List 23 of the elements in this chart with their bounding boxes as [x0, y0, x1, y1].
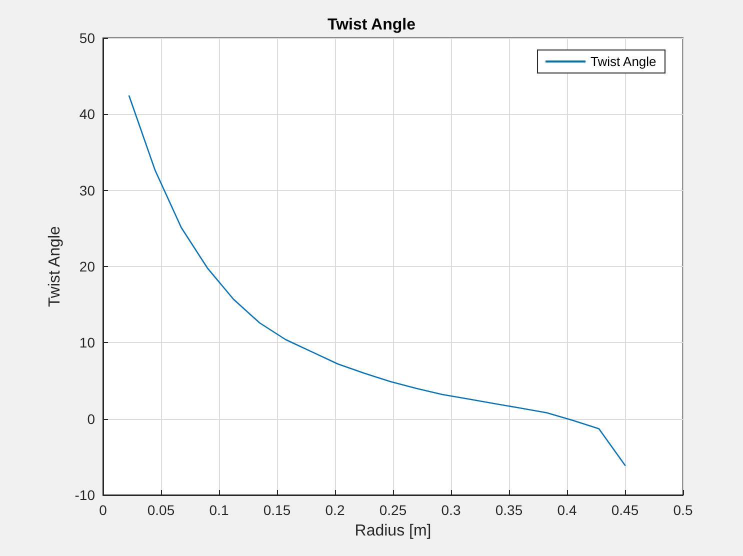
x-tick-label: 0.05 [147, 502, 175, 518]
y-tick-label: 40 [79, 106, 96, 122]
y-tick-label: 50 [79, 30, 96, 46]
x-tick-label: 0.45 [611, 502, 639, 518]
x-axis-title: Radius [m] [354, 522, 432, 540]
y-tick-label: 30 [79, 182, 96, 198]
x-tick-label: 0.3 [441, 502, 461, 518]
line-series [128, 95, 626, 466]
y-tick-label: -10 [74, 487, 96, 503]
y-tick-label: 0 [87, 410, 96, 427]
x-tick-label: 0.25 [379, 502, 407, 518]
x-tick-label: 0.15 [263, 502, 291, 518]
x-tick-label: 0.35 [495, 502, 523, 518]
legend-label: Twist Angle [590, 54, 656, 69]
x-tick-label: 0.5 [673, 502, 693, 518]
x-tick-label: 0.1 [209, 502, 229, 518]
x-tick-label: 0 [99, 502, 108, 518]
y-tick-label: 10 [79, 334, 96, 351]
x-tick-label: 0.4 [557, 502, 577, 518]
x-tick-label: 0.2 [325, 502, 345, 518]
y-tick-label: 20 [79, 258, 96, 274]
chart-title: Twist Angle [328, 16, 416, 34]
y-axis-title: Twist Angle [46, 226, 64, 307]
